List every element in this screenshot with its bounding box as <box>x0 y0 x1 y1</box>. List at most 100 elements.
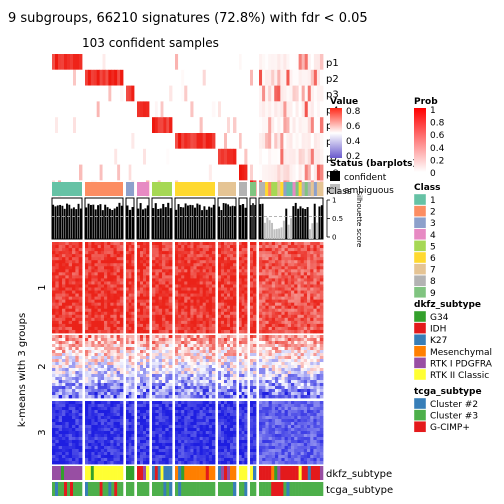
heatmap-cell <box>75 326 80 331</box>
heatmap-cell <box>58 407 63 411</box>
heatmap-cell <box>218 350 222 354</box>
prob-cell <box>301 164 306 181</box>
heatmap-cell <box>221 254 225 258</box>
heatmap-cell <box>131 317 135 322</box>
heatmap-cell <box>259 281 263 285</box>
heatmap-cell <box>190 290 194 294</box>
heatmap-cell <box>155 260 160 264</box>
class-cell <box>268 182 272 196</box>
prob-cell <box>241 54 245 70</box>
prob-cell <box>154 85 159 102</box>
heatmap-cell <box>230 374 234 378</box>
heatmap-cell <box>143 371 147 375</box>
heatmap-cell <box>113 266 118 270</box>
heatmap-cell <box>62 323 66 328</box>
heatmap-cell <box>265 329 269 334</box>
prob-cell <box>87 164 92 181</box>
heatmap-cell <box>91 266 95 270</box>
heatmap-cell <box>268 374 273 378</box>
heatmap-cell <box>65 257 70 261</box>
heatmap-cell <box>287 266 292 270</box>
heatmap-cell <box>307 260 311 264</box>
heatmap-cell <box>119 353 124 357</box>
heatmap-cell <box>104 359 108 363</box>
heatmap-cell <box>55 431 60 435</box>
heatmap-cell <box>116 389 121 393</box>
heatmap-cell <box>128 308 132 313</box>
heatmap-cell <box>162 281 166 285</box>
heatmap-cell <box>168 383 173 387</box>
heatmap-cell <box>62 338 66 342</box>
prob-cell <box>143 133 147 149</box>
heatmap-cell <box>275 341 279 345</box>
heatmap-cell <box>165 290 170 294</box>
prob-cell <box>114 101 118 118</box>
prob-cell <box>250 133 254 149</box>
heatmap-cell <box>300 257 305 261</box>
heatmap-cell <box>131 287 135 291</box>
heatmap-cell <box>281 293 285 297</box>
heatmap-cell <box>168 269 173 273</box>
heatmap-cell <box>55 242 60 246</box>
heatmap-cell <box>68 287 73 291</box>
heatmap-cell <box>268 392 273 396</box>
heatmap-cell <box>259 305 263 310</box>
silhouette-bar <box>126 205 129 239</box>
heatmap-cell <box>168 353 173 357</box>
heatmap-cell <box>244 329 248 334</box>
heatmap-cell <box>85 347 89 351</box>
heatmap-cell <box>128 263 132 267</box>
heatmap-cell <box>137 278 141 282</box>
heatmap-cell <box>310 272 314 276</box>
heatmap-cell <box>97 311 102 316</box>
heatmap-cell <box>239 242 243 246</box>
heatmap-cell <box>259 251 263 255</box>
heatmap-cell <box>294 314 298 319</box>
prob-cell <box>105 148 109 165</box>
heatmap-cell <box>143 386 147 390</box>
heatmap-cell <box>230 305 234 310</box>
heatmap-cell <box>168 311 173 316</box>
heatmap-cell <box>116 272 121 276</box>
heatmap-cell <box>75 377 80 381</box>
heatmap-cell <box>271 251 276 255</box>
heatmap-cell <box>193 386 197 390</box>
heatmap-cell <box>178 278 182 282</box>
prob-cell <box>87 85 92 102</box>
heatmap-cell <box>146 251 150 255</box>
prob-cell <box>265 164 269 181</box>
class-cell <box>265 182 269 196</box>
heatmap-cell <box>146 275 150 279</box>
heatmap-cell <box>104 281 108 285</box>
heatmap-cell <box>275 257 279 261</box>
prob-cell <box>274 148 278 165</box>
heatmap-cell <box>300 242 305 246</box>
heatmap-cell <box>78 425 83 429</box>
heatmap-cell <box>205 383 210 387</box>
heatmap-cell <box>262 245 266 249</box>
heatmap-cell <box>158 329 163 334</box>
heatmap-cell <box>199 266 204 270</box>
heatmap-cell <box>241 395 245 399</box>
heatmap-cell <box>241 296 245 301</box>
heatmap-cell <box>88 311 92 316</box>
heatmap-cell <box>100 323 105 328</box>
heatmap-cell <box>303 386 308 390</box>
heatmap-cell <box>291 257 295 261</box>
heatmap-cell <box>146 299 150 304</box>
heatmap-cell <box>281 308 285 313</box>
heatmap-cell <box>184 272 188 276</box>
heatmap-cell <box>94 323 99 328</box>
heatmap-cell <box>104 329 108 334</box>
prob-cell <box>211 148 216 165</box>
heatmap-cell <box>97 302 102 307</box>
heatmap-cell <box>143 392 147 396</box>
heatmap-cell <box>313 266 317 270</box>
prob-cell <box>208 133 213 149</box>
heatmap-cell <box>107 323 111 328</box>
heatmap-cell <box>100 275 105 279</box>
heatmap-cell <box>165 278 170 282</box>
heatmap-cell <box>262 374 266 378</box>
heatmap-cell <box>152 317 156 322</box>
heatmap-cell <box>190 242 194 246</box>
